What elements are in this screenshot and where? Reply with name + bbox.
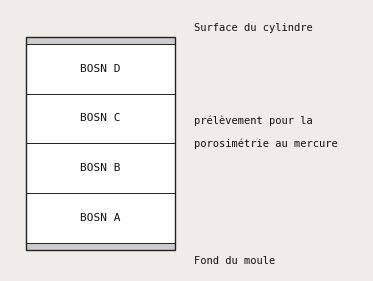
Text: Surface du cylindre: Surface du cylindre bbox=[194, 23, 313, 33]
Bar bbox=[26, 37, 175, 44]
Bar bbox=[26, 37, 175, 250]
Text: Fond du moule: Fond du moule bbox=[194, 256, 275, 266]
Bar bbox=[26, 37, 175, 250]
Bar bbox=[26, 243, 175, 250]
Text: BOSN C: BOSN C bbox=[81, 114, 121, 123]
Text: porosimétrie au mercure: porosimétrie au mercure bbox=[194, 138, 338, 149]
Text: prélèvement pour la: prélèvement pour la bbox=[194, 115, 313, 126]
Text: BOSN B: BOSN B bbox=[81, 163, 121, 173]
Text: BOSN A: BOSN A bbox=[81, 213, 121, 223]
Text: BOSN D: BOSN D bbox=[81, 64, 121, 74]
